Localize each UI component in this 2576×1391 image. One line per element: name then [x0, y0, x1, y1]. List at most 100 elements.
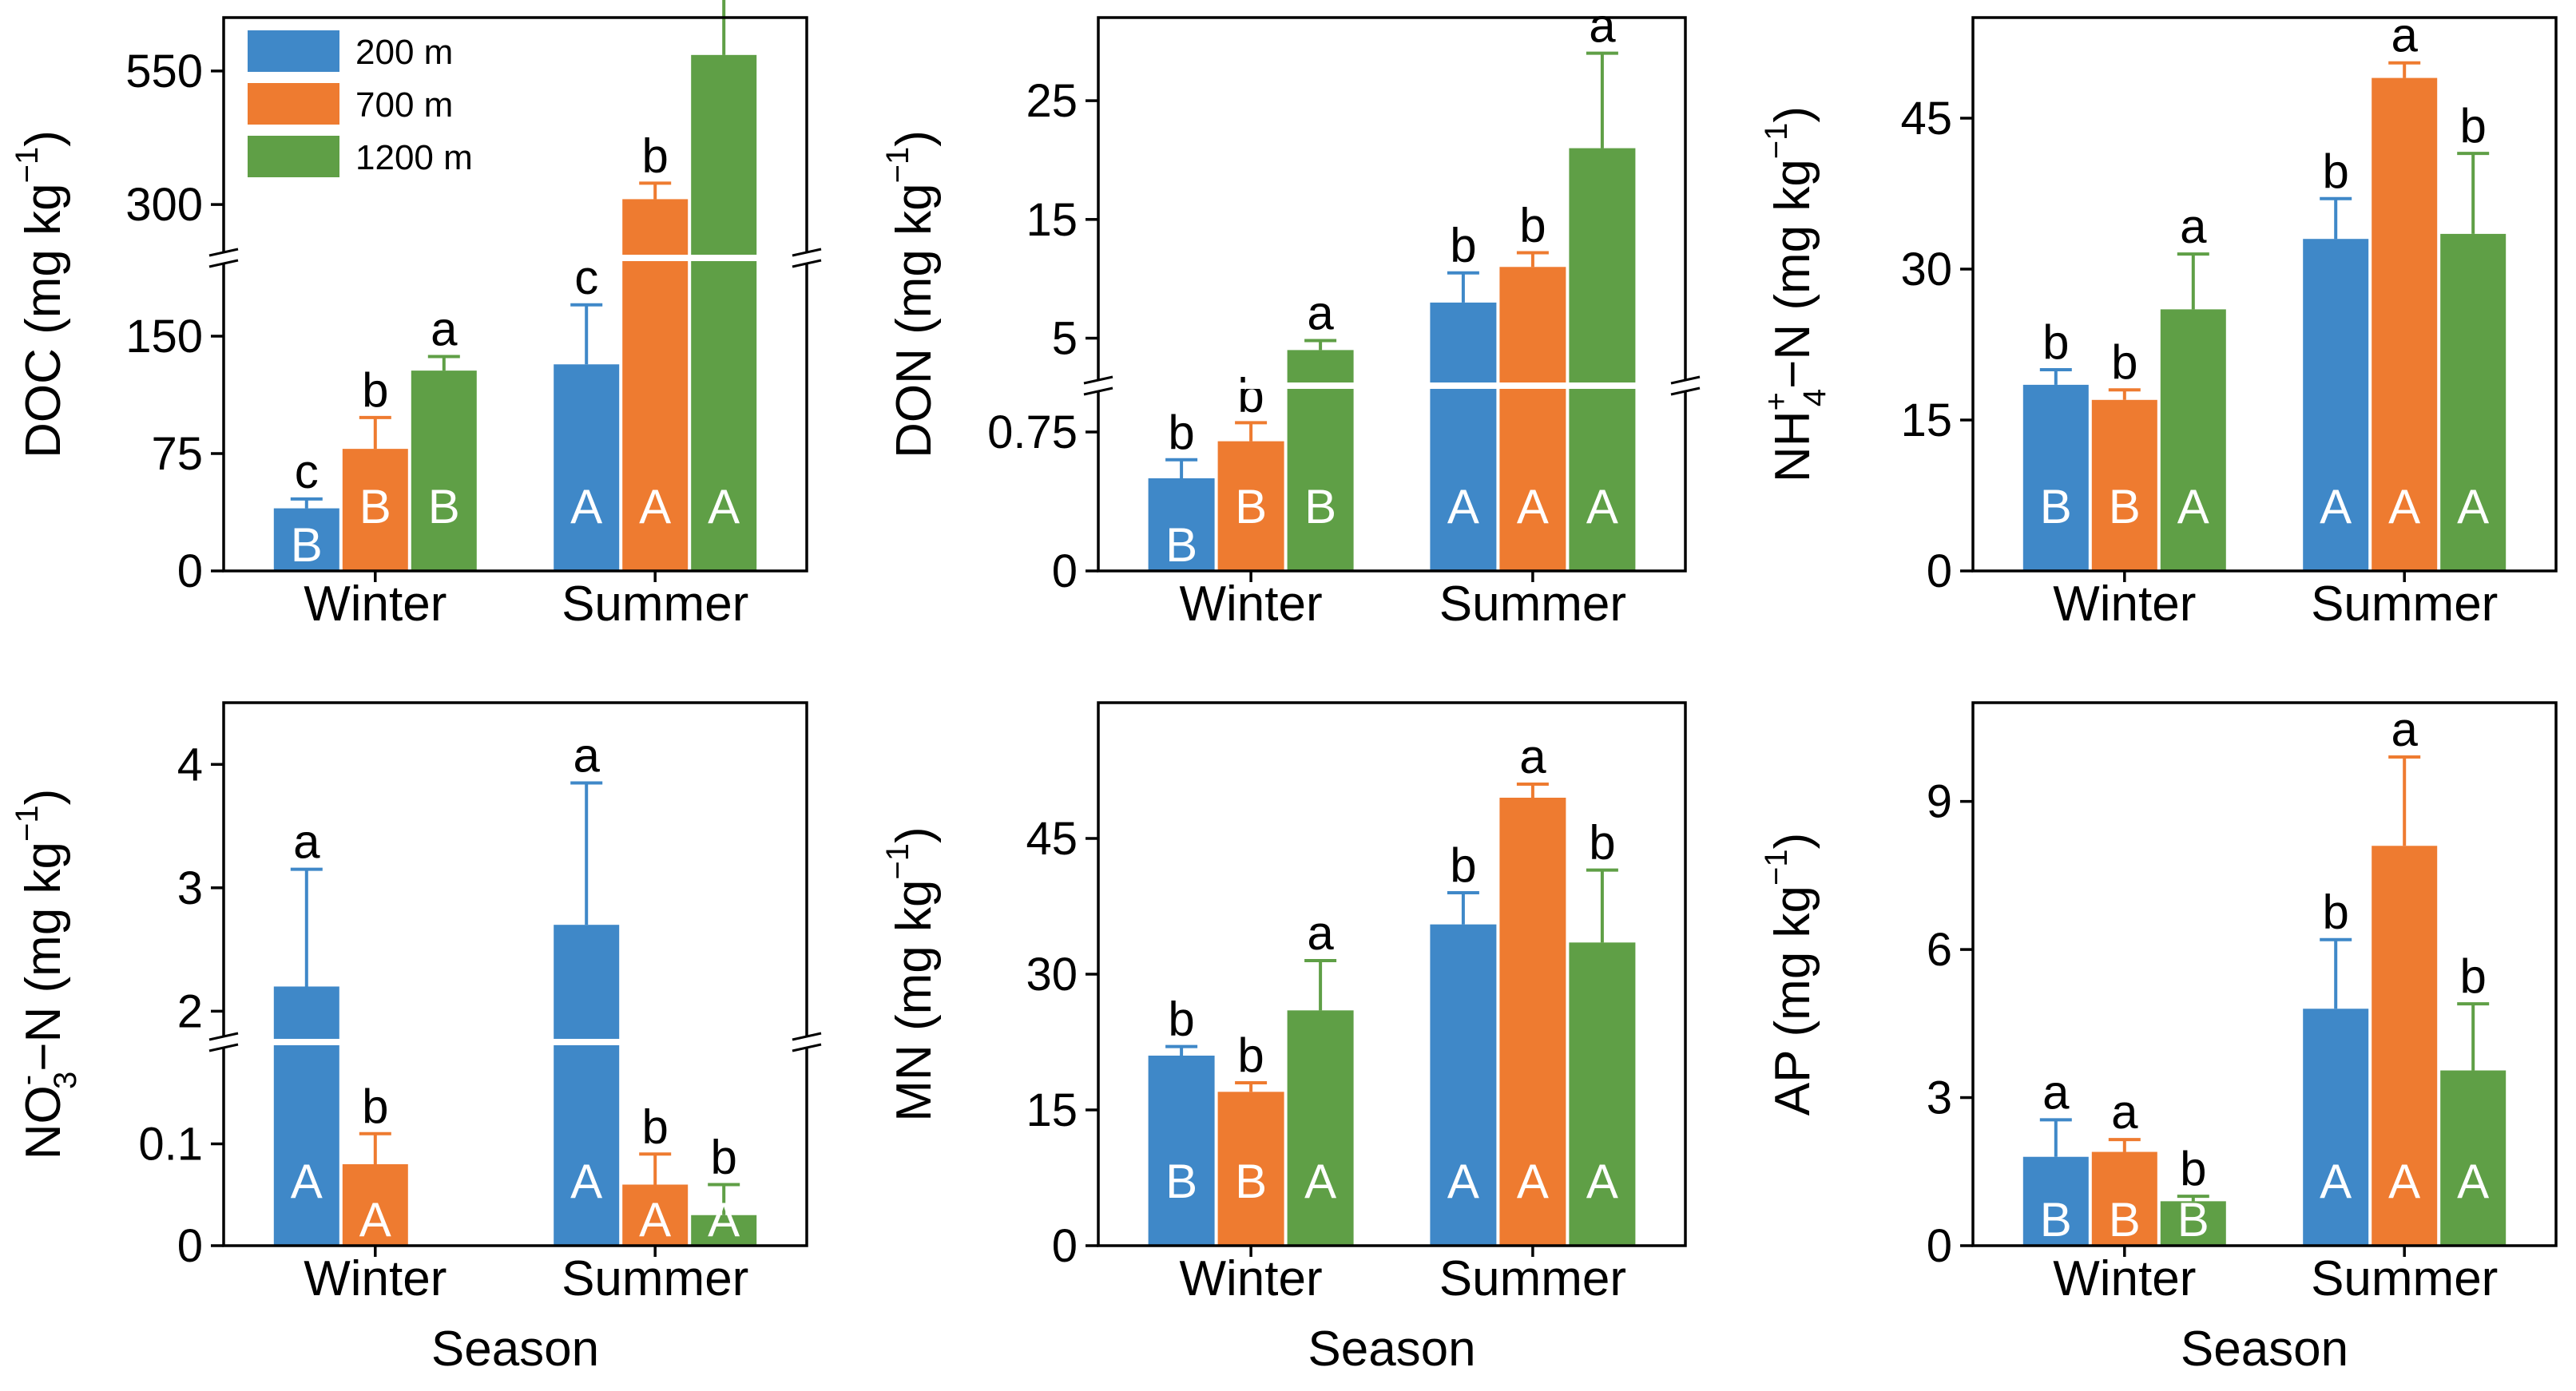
- y-label-part: −1: [880, 843, 915, 880]
- sig-letter-upper: A: [708, 480, 740, 533]
- y-label-part: ): [887, 130, 942, 147]
- sig-letter-lower: a: [431, 302, 458, 355]
- sig-letter-upper: A: [1586, 1155, 1618, 1208]
- y-label-part: -: [10, 1075, 45, 1085]
- y-tick-label: 0.1: [138, 1119, 203, 1171]
- x-tick-label: Winter: [2053, 577, 2196, 632]
- axis-break-mark: [792, 259, 822, 268]
- y-label-part: (mg kg: [16, 842, 71, 1007]
- x-tick-label: Winter: [1180, 577, 1323, 632]
- y-label-part: DON: [887, 348, 942, 458]
- y-tick-label: 45: [1026, 813, 1078, 865]
- y-label-part: (mg kg: [16, 183, 71, 348]
- sig-letter-lower: a: [1307, 906, 1334, 960]
- bar: [554, 925, 620, 1246]
- x-tick-label: Summer: [1439, 1251, 1626, 1306]
- y-tick-label: 0: [177, 1220, 203, 1272]
- y-label-part: AP: [1765, 1051, 1820, 1116]
- bar: [411, 371, 477, 571]
- sig-letter-upper: A: [2177, 480, 2209, 533]
- y-axis-label: DON (mg kg−1): [880, 130, 942, 458]
- y-label-part: −1: [10, 147, 45, 184]
- panel-mn: b Bb Ba Ab Aa Ab A 0 15 30 45 Winter Summer Season MN …: [880, 701, 1687, 1377]
- sig-letter-upper: A: [359, 1193, 391, 1246]
- sig-letter-upper: B: [2177, 1193, 2209, 1246]
- bar: [2022, 1156, 2089, 1246]
- sig-letter-lower: b: [362, 1080, 388, 1133]
- bar: [1430, 924, 1497, 1246]
- bar: [554, 364, 620, 571]
- sig-letter-lower: b: [1168, 993, 1194, 1046]
- sig-letter-upper: A: [2388, 480, 2420, 533]
- x-tick-label: Summer: [2311, 577, 2498, 632]
- legend-swatch: [248, 30, 339, 72]
- bar: [1430, 302, 1497, 571]
- y-axis-label: AP (mg kg−1): [1759, 833, 1820, 1116]
- bar: [1499, 267, 1566, 571]
- sig-letter-upper: B: [291, 518, 323, 572]
- legend-swatch: [248, 83, 339, 125]
- sig-letter-upper: B: [1235, 1155, 1267, 1208]
- sig-letter-upper: A: [2457, 480, 2489, 533]
- sig-letter-upper: A: [2388, 1155, 2420, 1208]
- sig-letter-lower: c: [295, 445, 319, 498]
- bar: [1148, 478, 1215, 571]
- sig-letter-upper: A: [1304, 1155, 1336, 1208]
- sig-letter-upper: A: [570, 480, 602, 533]
- y-label-part: DOC: [16, 348, 71, 458]
- sig-letter-upper: A: [1517, 1155, 1549, 1208]
- y-tick-label: 6: [1927, 924, 1952, 976]
- bar: [2160, 309, 2226, 571]
- sig-letter-upper: B: [359, 480, 391, 533]
- sig-letter-upper: B: [1165, 1155, 1197, 1208]
- sig-letter-lower: b: [2323, 145, 2349, 198]
- sig-letter-upper: A: [2457, 1155, 2489, 1208]
- sig-letter-upper: B: [2040, 1193, 2072, 1246]
- sig-letter-lower: b: [2042, 315, 2069, 369]
- panel-doc: cBbBaBcAbAaA075150300550WinterSummerDOC …: [10, 0, 822, 632]
- legend: 200 m 700 m 1200 m: [248, 30, 473, 177]
- axis-break-mark: [208, 248, 239, 257]
- x-tick-label: Winter: [304, 1251, 447, 1306]
- y-label-part: 4: [1797, 389, 1832, 406]
- axis-break-mark: [208, 1043, 239, 1052]
- sig-letter-upper: A: [1586, 480, 1618, 533]
- sig-letter-upper: A: [1447, 1155, 1479, 1208]
- sig-letter-upper: A: [1517, 480, 1549, 533]
- sig-letter-lower: a: [2042, 1065, 2070, 1119]
- sig-letter-lower: a: [1519, 730, 1546, 783]
- y-tick-label: 5: [1052, 313, 1078, 365]
- y-tick-label: 300: [125, 179, 203, 231]
- y-label-part: −N: [1765, 324, 1820, 389]
- y-label-part: NH: [1765, 411, 1820, 483]
- sig-letter-lower: a: [293, 815, 320, 869]
- axis-break-band: [225, 1039, 805, 1045]
- bar: [2303, 1009, 2369, 1246]
- sig-letter-lower: b: [2111, 335, 2137, 389]
- x-tick-label: Summer: [2311, 1251, 2498, 1306]
- sig-letter-lower: b: [642, 1100, 669, 1153]
- y-tick-label: 0: [1927, 545, 1952, 597]
- bar: [2372, 846, 2438, 1246]
- y-label-part: ): [1765, 833, 1820, 850]
- axis-break-mark: [1670, 375, 1701, 385]
- bar: [2091, 399, 2157, 571]
- bar: [622, 1184, 689, 1246]
- sig-letter-lower: b: [711, 1131, 737, 1184]
- bar: [1287, 1010, 1354, 1246]
- y-tick-label: 4: [177, 739, 203, 791]
- y-tick-label: 0: [1052, 1220, 1078, 1272]
- y-tick-label: 15: [1900, 394, 1952, 446]
- sig-letter-upper: A: [2320, 480, 2352, 533]
- y-tick-label: 0: [1052, 545, 1078, 597]
- y-label-part: −1: [880, 147, 915, 184]
- y-tick-label: 0.75: [987, 406, 1078, 458]
- sig-letter-lower: b: [1519, 198, 1546, 252]
- sig-letter-lower: b: [2460, 949, 2487, 1003]
- bar: [691, 54, 757, 572]
- y-label-part: MN: [887, 1044, 942, 1121]
- axis-break-mark: [1670, 386, 1701, 396]
- y-label-part: 3: [48, 1072, 83, 1089]
